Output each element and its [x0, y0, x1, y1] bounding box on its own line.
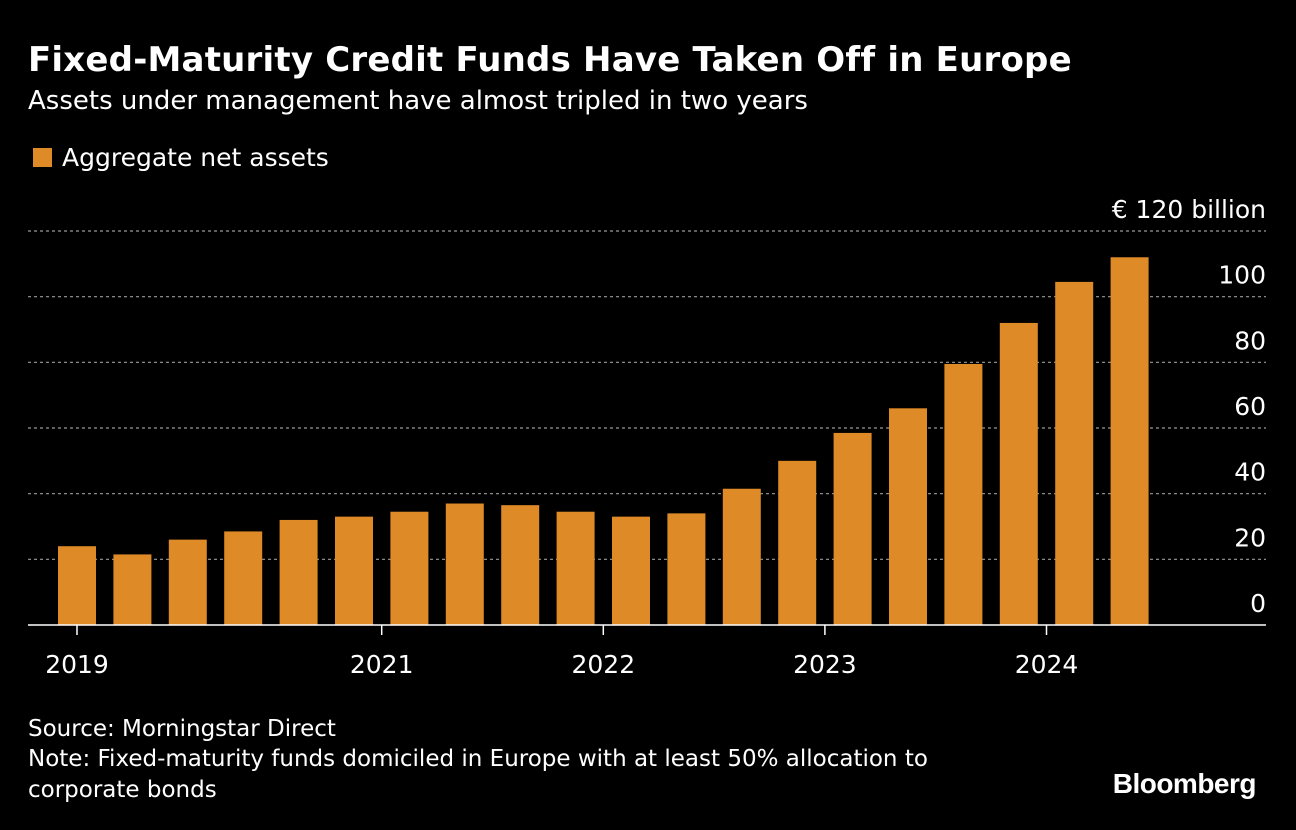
- bar: [889, 408, 927, 625]
- bar: [390, 511, 429, 625]
- legend-swatch: [33, 148, 52, 167]
- bar: [612, 516, 650, 625]
- bar: [113, 554, 152, 625]
- x-tick-label: 2021: [350, 650, 414, 679]
- y-tick-label: € 120 billion: [1112, 195, 1266, 224]
- chart-title: Fixed-Maturity Credit Funds Have Taken O…: [28, 40, 1072, 80]
- bar: [999, 322, 1038, 625]
- y-tick-label: 60: [1234, 392, 1266, 421]
- bar: [1055, 281, 1094, 625]
- y-tick-label: 0: [1250, 589, 1266, 618]
- bar-chart: 0 20 40 60 80 100 € 120 billion 2019 2021 2022 202…: [28, 195, 1266, 679]
- bar: [279, 519, 318, 625]
- bar: [722, 488, 761, 625]
- x-tick-label: 2022: [571, 650, 635, 679]
- source-note: Source: Morningstar Direct: [28, 716, 336, 742]
- bar: [556, 511, 595, 625]
- y-tick-label: 100: [1218, 261, 1266, 290]
- chart-subtitle: Assets under management have almost trip…: [28, 86, 808, 116]
- bar: [445, 503, 484, 625]
- x-tick-label: 2023: [793, 650, 857, 679]
- bar: [944, 363, 983, 625]
- brand-logo: Bloomberg: [1112, 768, 1257, 799]
- x-tick-label: 2019: [45, 650, 109, 679]
- legend: Aggregate net assets: [33, 143, 329, 172]
- y-tick-label: 20: [1234, 523, 1266, 552]
- footnote-line-2: corporate bonds: [28, 777, 217, 803]
- bar: [667, 513, 706, 625]
- bar: [335, 516, 373, 625]
- footnote-line-1: Note: Fixed-maturity funds domiciled in …: [28, 746, 928, 772]
- y-tick-label: 80: [1234, 326, 1266, 355]
- y-tick-label: 40: [1234, 458, 1266, 487]
- legend-label: Aggregate net assets: [62, 143, 329, 172]
- bar: [1110, 257, 1149, 625]
- x-tick-label: 2024: [1015, 650, 1079, 679]
- bar: [58, 546, 96, 625]
- bar: [833, 432, 872, 625]
- bar: [778, 460, 817, 625]
- bar: [168, 539, 207, 625]
- bar: [501, 505, 540, 625]
- bar: [224, 531, 263, 625]
